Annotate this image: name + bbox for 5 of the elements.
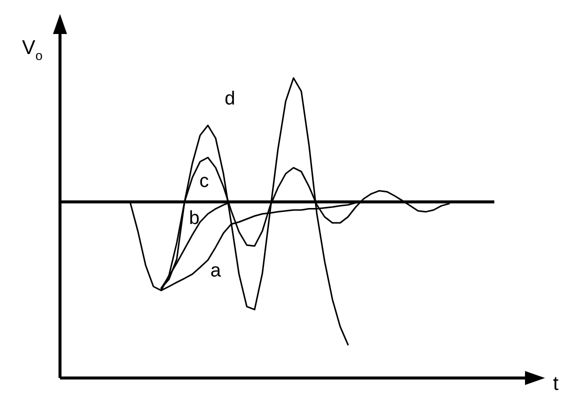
series-label: c — [199, 170, 209, 192]
series-label: a — [210, 260, 222, 282]
series-label: b — [189, 208, 200, 230]
series-label: d — [224, 88, 236, 110]
x-axis-title: t — [553, 373, 559, 395]
